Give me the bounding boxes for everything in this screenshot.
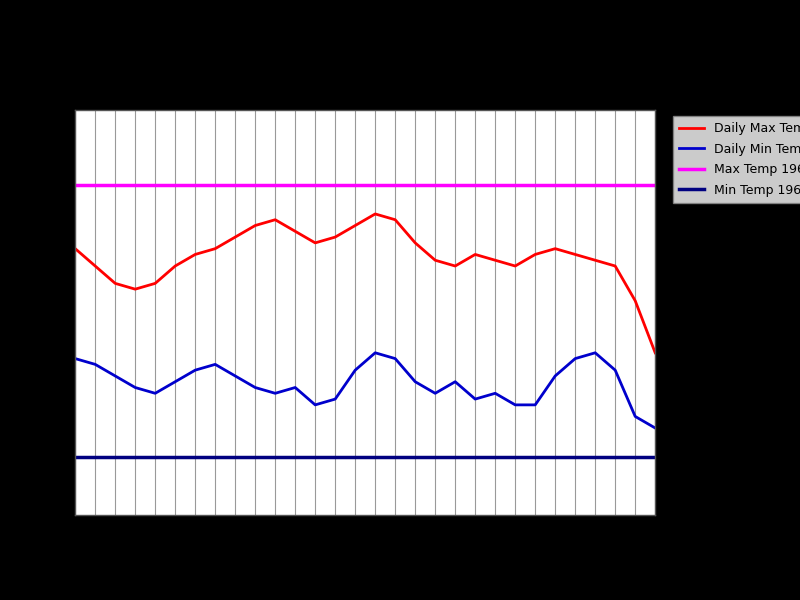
Daily Max Temp bbox=[410, 239, 420, 247]
Daily Min Temp bbox=[230, 373, 240, 380]
Daily Min Temp bbox=[330, 395, 340, 403]
Daily Max Temp bbox=[470, 251, 480, 258]
Daily Max Temp bbox=[70, 245, 80, 252]
Daily Max Temp bbox=[450, 262, 460, 269]
Daily Max Temp bbox=[570, 251, 580, 258]
Daily Min Temp bbox=[430, 390, 440, 397]
Daily Max Temp bbox=[590, 257, 600, 264]
Daily Max Temp bbox=[90, 262, 100, 269]
Daily Min Temp bbox=[270, 390, 280, 397]
Daily Min Temp bbox=[470, 395, 480, 403]
Daily Min Temp bbox=[450, 378, 460, 385]
Daily Max Temp bbox=[550, 245, 560, 252]
Daily Max Temp bbox=[170, 262, 180, 269]
Daily Max Temp bbox=[310, 239, 320, 247]
Min Temp 1960-90 bbox=[50, 454, 60, 461]
Daily Max Temp bbox=[330, 233, 340, 241]
Max Temp 1960-90 bbox=[70, 181, 80, 188]
Daily Min Temp bbox=[170, 378, 180, 385]
Daily Min Temp bbox=[590, 349, 600, 356]
Daily Min Temp bbox=[90, 361, 100, 368]
Daily Min Temp bbox=[650, 424, 660, 431]
Min Temp 1960-90 bbox=[70, 454, 80, 461]
Daily Max Temp bbox=[510, 262, 520, 269]
Daily Max Temp bbox=[150, 280, 160, 287]
Line: Daily Min Temp: Daily Min Temp bbox=[75, 353, 655, 428]
Daily Min Temp bbox=[610, 367, 620, 374]
Daily Min Temp bbox=[70, 355, 80, 362]
Daily Max Temp bbox=[230, 233, 240, 241]
Daily Min Temp bbox=[290, 384, 300, 391]
Daily Min Temp bbox=[350, 367, 360, 374]
Daily Min Temp bbox=[310, 401, 320, 409]
Daily Min Temp bbox=[510, 401, 520, 409]
Daily Max Temp bbox=[130, 286, 140, 293]
Daily Max Temp bbox=[110, 280, 120, 287]
Daily Max Temp bbox=[370, 211, 380, 218]
Max Temp 1960-90 bbox=[50, 181, 60, 188]
Daily Min Temp bbox=[370, 349, 380, 356]
Daily Min Temp bbox=[550, 373, 560, 380]
Daily Max Temp bbox=[290, 227, 300, 235]
Daily Max Temp bbox=[610, 262, 620, 269]
Daily Max Temp bbox=[190, 251, 200, 258]
Daily Min Temp bbox=[150, 390, 160, 397]
Daily Max Temp bbox=[650, 349, 660, 356]
Daily Min Temp bbox=[390, 355, 400, 362]
Daily Max Temp bbox=[390, 216, 400, 223]
Daily Max Temp bbox=[250, 222, 260, 229]
Daily Max Temp bbox=[270, 216, 280, 223]
Daily Max Temp bbox=[530, 251, 540, 258]
Daily Max Temp bbox=[490, 257, 500, 264]
Daily Min Temp bbox=[630, 413, 640, 420]
Daily Min Temp bbox=[490, 390, 500, 397]
Daily Min Temp bbox=[410, 378, 420, 385]
Daily Min Temp bbox=[190, 367, 200, 374]
Daily Max Temp bbox=[430, 257, 440, 264]
Daily Min Temp bbox=[250, 384, 260, 391]
Legend: Daily Max Temp, Daily Min Temp, Max Temp 1960-90, Min Temp 1960-90: Daily Max Temp, Daily Min Temp, Max Temp… bbox=[673, 116, 800, 203]
Daily Max Temp bbox=[630, 297, 640, 304]
Daily Min Temp bbox=[130, 384, 140, 391]
Daily Min Temp bbox=[210, 361, 220, 368]
Daily Min Temp bbox=[570, 355, 580, 362]
Daily Max Temp bbox=[350, 222, 360, 229]
Daily Min Temp bbox=[110, 373, 120, 380]
Daily Max Temp bbox=[210, 245, 220, 252]
Line: Daily Max Temp: Daily Max Temp bbox=[75, 214, 655, 353]
Daily Min Temp bbox=[530, 401, 540, 409]
